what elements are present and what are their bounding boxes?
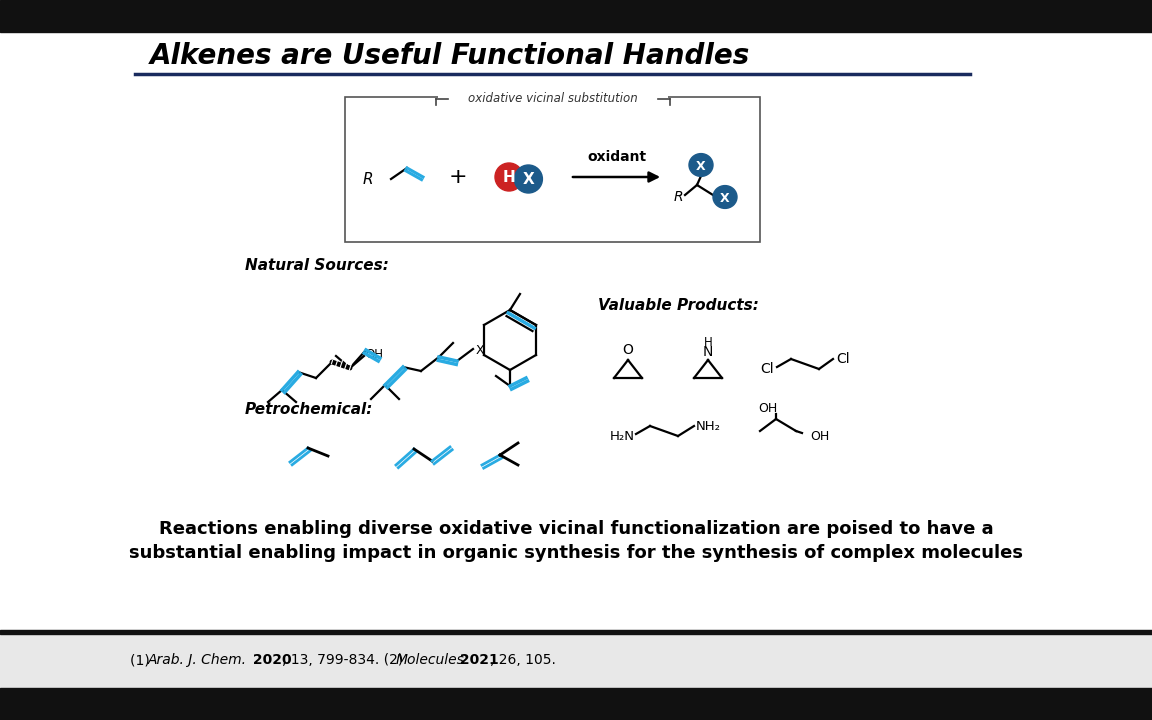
Ellipse shape [689, 153, 713, 176]
Text: (1): (1) [130, 653, 154, 667]
Text: R: R [363, 173, 373, 187]
Text: H₂N: H₂N [609, 430, 635, 443]
Ellipse shape [713, 186, 737, 208]
Ellipse shape [515, 165, 543, 193]
Text: substantial enabling impact in organic synthesis for the synthesis of complex mo: substantial enabling impact in organic s… [129, 544, 1023, 562]
Text: Molecules: Molecules [396, 653, 465, 667]
Bar [438, 87, 667, 101]
Text: oxidative vicinal substitution: oxidative vicinal substitution [468, 92, 637, 106]
Text: 2020: 2020 [248, 653, 291, 667]
Text: Cl: Cl [836, 352, 850, 366]
Text: Arab. J. Chem.: Arab. J. Chem. [147, 653, 247, 667]
Text: O: O [622, 343, 634, 357]
Text: R: R [674, 190, 683, 204]
Text: Petrochemical:: Petrochemical: [245, 402, 373, 417]
Bar [0, 688, 1152, 720]
Text: OH: OH [365, 348, 382, 361]
Text: Valuable Products:: Valuable Products: [598, 298, 759, 313]
Text: N: N [703, 345, 713, 359]
Text: Natural Sources:: Natural Sources: [245, 258, 389, 273]
Text: 2021: 2021 [455, 653, 499, 667]
Text: Cl: Cl [760, 362, 774, 376]
Text: Reactions enabling diverse oxidative vicinal functionalization are poised to hav: Reactions enabling diverse oxidative vic… [159, 520, 993, 538]
Text: OH: OH [758, 402, 778, 415]
Text: NH₂: NH₂ [696, 420, 720, 433]
Ellipse shape [495, 163, 523, 191]
Text: +: + [448, 167, 468, 187]
Bar [0, 630, 1152, 688]
Bar [0, 0, 1152, 32]
Bar [0, 630, 1152, 634]
Bar [344, 97, 760, 242]
Text: Alkenes are Useful Functional Handles: Alkenes are Useful Functional Handles [150, 42, 750, 70]
Text: OH: OH [810, 431, 829, 444]
Text: X: X [720, 192, 730, 204]
Text: X: X [696, 160, 706, 173]
Text: H: H [502, 171, 515, 186]
Text: H: H [704, 336, 712, 348]
Text: oxidant: oxidant [586, 150, 646, 164]
Text: X: X [523, 173, 535, 187]
Text: , 26, 105.: , 26, 105. [490, 653, 556, 667]
Text: X: X [476, 344, 485, 358]
Text: , 13, 799-834. (2): , 13, 799-834. (2) [282, 653, 408, 667]
